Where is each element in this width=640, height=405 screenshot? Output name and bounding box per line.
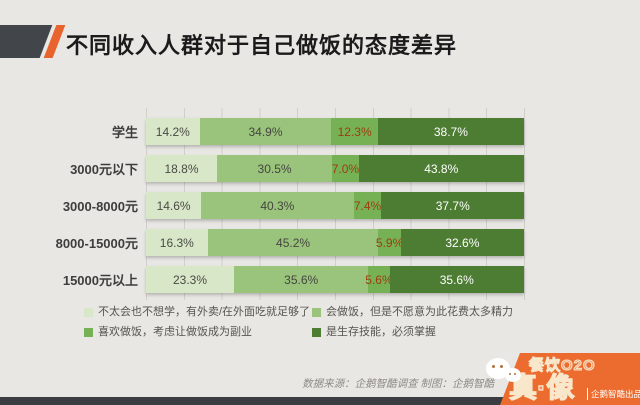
legend-label: 不太会也不想学，有外卖/在外面吃就足够了 <box>98 306 311 318</box>
stacked-bar: 23.3% 35.6% 5.6% 35.6% <box>146 266 524 293</box>
row-label: 15000元以上 <box>62 273 138 288</box>
legend-item: 不太会也不想学，有外卖/在外面吃就足够了 <box>84 306 312 319</box>
bar-segment: 37.7% <box>381 192 524 219</box>
bar-row: 学生 14.2% 34.9% 12.3% 38.7% <box>0 118 524 145</box>
stacked-bar: 14.6% 40.3% 7.4% 37.7% <box>146 192 524 219</box>
bar-row: 15000元以上 23.3% 35.6% 5.6% 35.6% <box>0 266 524 293</box>
chart-rows: 学生 14.2% 34.9% 12.3% 38.7% 3000元以下 18.8% 30.5% 7… <box>0 112 524 293</box>
chart-legend: 不太会也不想学，有外卖/在外面吃就足够了 会做饭，但是不愿意为此花费太多精力喜欢做… <box>84 306 564 339</box>
bar-segment: 30.5% <box>216 155 333 182</box>
chat-bubble-small-icon <box>505 368 521 382</box>
page-title: 不同收入人群对于自己做饭的态度差异 <box>66 33 458 58</box>
data-source-note: 数据来源：企鹅智酷调查 制图：企鹅智酷 <box>302 378 494 390</box>
legend-item: 会做饭，但是不愿意为此花费太多精力 <box>312 306 564 319</box>
legend-item: 喜欢做饭，考虑让做饭成为副业 <box>84 326 312 339</box>
bar-segment: 23.3% <box>146 266 234 293</box>
bar-segment: 45.2% <box>207 229 379 256</box>
bar-segment: 7.0% <box>332 155 359 182</box>
bar-segment: 34.9% <box>199 118 332 145</box>
stacked-bar-chart: 学生 14.2% 34.9% 12.3% 38.7% 3000元以下 18.8% 30.5% 7… <box>0 108 525 303</box>
bar-row: 3000元以下 18.8% 30.5% 7.0% 43.8% <box>0 155 524 182</box>
bar-segment: 35.6% <box>233 266 369 293</box>
bar-row: 8000-15000元 16.3% 45.2% 5.9% 32.6% <box>0 229 524 256</box>
bar-segment: 35.6% <box>389 266 524 293</box>
legend-swatch <box>84 328 93 337</box>
bar-segment: 32.6% <box>400 229 524 256</box>
legend-swatch <box>312 328 321 337</box>
bar-segment: 14.6% <box>146 192 202 219</box>
brand-logo-byline: 企鹅智酷出品 <box>586 388 640 400</box>
stacked-bar: 16.3% 45.2% 5.9% 32.6% <box>146 229 524 256</box>
stacked-bar: 14.2% 34.9% 12.3% 38.7% <box>146 118 524 145</box>
bar-segment: 43.8% <box>358 155 524 182</box>
bar-segment: 16.3% <box>146 229 208 256</box>
bar-segment: 40.3% <box>201 192 354 219</box>
wechat-chat-bubbles-icon <box>486 358 528 388</box>
legend-swatch <box>84 308 93 317</box>
bar-row: 3000-8000元 14.6% 40.3% 7.4% 37.7% <box>0 192 524 219</box>
row-label: 3000-8000元 <box>62 199 138 214</box>
row-label: 学生 <box>111 125 138 140</box>
bar-segment: 5.9% <box>376 229 403 256</box>
bar-segment: 38.7% <box>377 118 524 145</box>
legend-item: 是生存技能，必须掌握 <box>312 326 564 339</box>
row-label: 3000元以下 <box>70 162 138 177</box>
bar-segment: 12.3% <box>331 118 378 145</box>
legend-label: 会做饭，但是不愿意为此花费太多精力 <box>326 306 513 318</box>
legend-swatch <box>312 308 321 317</box>
brand-logo-top-text: 餐饮O2O <box>529 357 596 375</box>
stacked-bar: 18.8% 30.5% 7.0% 43.8% <box>146 155 524 182</box>
bar-segment: 7.4% <box>353 192 382 219</box>
legend-label: 喜欢做饭，考虑让做饭成为副业 <box>98 326 252 338</box>
chat-bubble-big-icon <box>486 358 510 379</box>
bar-segment: 18.8% <box>146 155 217 182</box>
bar-segment: 14.2% <box>146 118 200 145</box>
legend-label: 是生存技能，必须掌握 <box>326 326 436 338</box>
row-label: 8000-15000元 <box>55 236 138 251</box>
bottom-accent-bar <box>0 397 640 405</box>
bar-segment: 5.6% <box>365 266 393 293</box>
